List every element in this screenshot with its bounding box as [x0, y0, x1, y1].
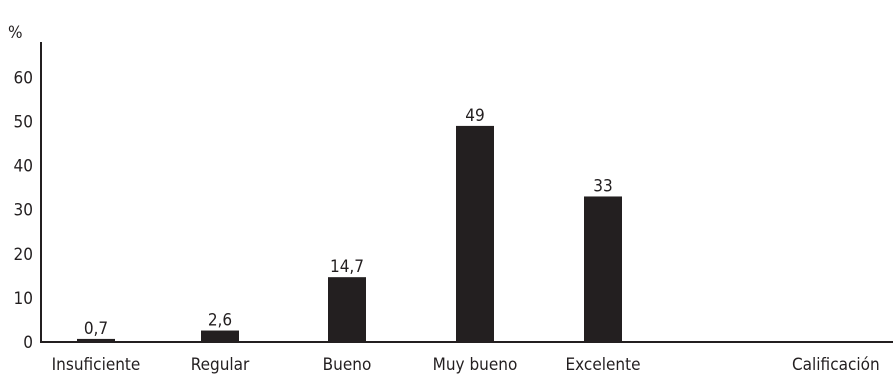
category-label: Insuficiente: [52, 355, 141, 374]
y-tick-label: 30: [14, 201, 33, 221]
data-label: 49: [465, 106, 484, 126]
y-tick-label: 40: [14, 157, 33, 177]
y-tick-label: 10: [14, 289, 33, 309]
y-tick-label: 0: [23, 333, 33, 353]
x-axis-label: Calificación: [792, 355, 880, 374]
y-axis-label: %: [8, 23, 23, 43]
bar: [201, 330, 239, 342]
category-label: Bueno: [323, 355, 372, 374]
category-labels: Insuficiente Regular Bueno Muy bueno Excelen…: [52, 355, 641, 374]
category-label: Muy bueno: [433, 355, 518, 374]
data-labels: 0,7 2,6 14,7 49 33: [84, 106, 613, 339]
y-tick-label: 60: [14, 68, 33, 88]
bar: [77, 338, 115, 342]
bar: [328, 277, 366, 342]
category-label: Excelente: [566, 355, 641, 374]
y-axis-ticks: 0 10 20 30 40 50 60: [14, 68, 33, 353]
bar: [584, 196, 622, 342]
data-label: 2,6: [208, 311, 232, 331]
y-tick-label: 20: [14, 245, 33, 265]
y-tick-label: 50: [14, 113, 33, 133]
data-label: 33: [593, 176, 612, 196]
bars: [77, 125, 622, 342]
data-label: 0,7: [84, 319, 108, 339]
category-label: Regular: [191, 355, 250, 374]
data-label: 14,7: [330, 257, 364, 277]
bar: [456, 125, 494, 342]
